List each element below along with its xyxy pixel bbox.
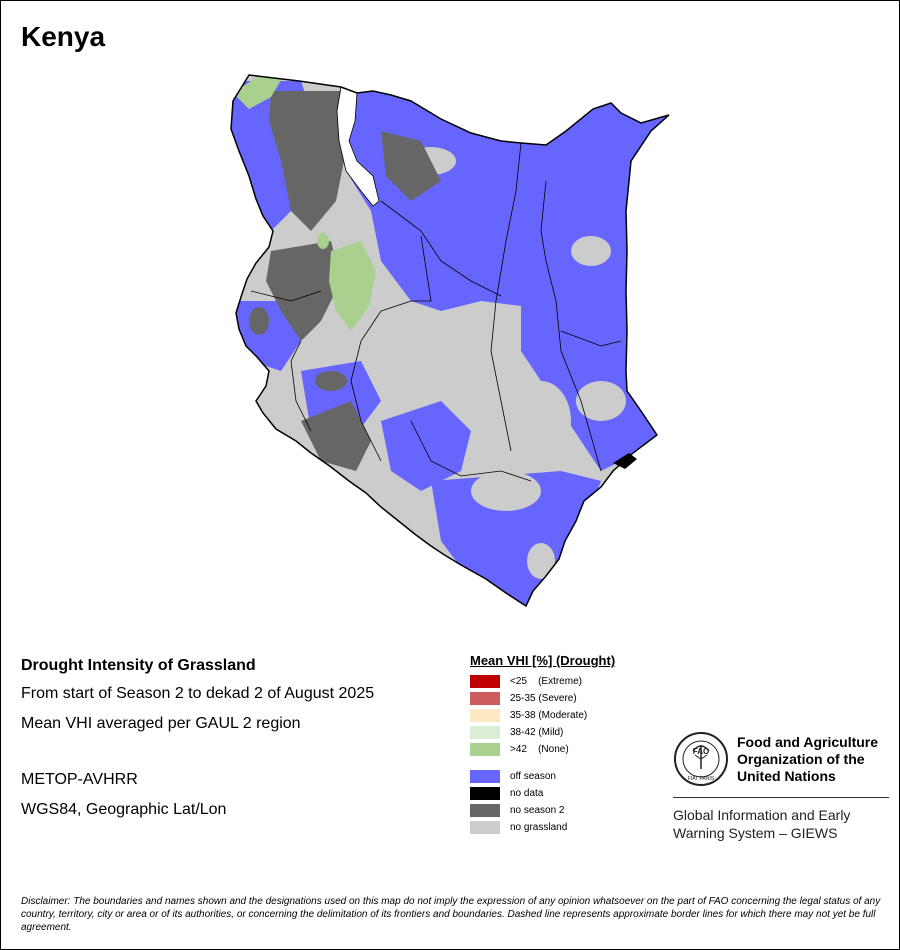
legend-label: no season 2	[510, 805, 565, 816]
disclaimer-text: Disclaimer: The boundaries and names sho…	[21, 896, 881, 933]
legend-swatch	[470, 770, 500, 783]
legend-item-severe: 25-35 (Severe)	[470, 690, 615, 707]
legend-label: no grassland	[510, 822, 568, 833]
legend-label: 35-38 (Moderate)	[510, 710, 588, 721]
fao-emblem-motto: FIAT PANIS	[688, 776, 715, 782]
method-text: Mean VHI averaged per GAUL 2 region	[21, 715, 301, 732]
sensor-text: METOP-AVHRR	[21, 771, 138, 788]
legend-item-none: >42 (None)	[470, 741, 615, 758]
fao-emblem-text: FAO	[693, 747, 709, 756]
admin-boundaries	[250, 142, 622, 482]
map-area	[1, 1, 900, 641]
legend-label: 38-42 (Mild)	[510, 727, 564, 738]
legend-item-moderate: 35-38 (Moderate)	[470, 707, 615, 724]
legend-swatch	[470, 821, 500, 834]
vhi-raster	[231, 75, 669, 606]
giews-name: Global Information and Early Warning Sys…	[673, 807, 851, 841]
legend-swatch	[470, 675, 500, 688]
legend-swatch	[470, 743, 500, 756]
fao-emblem-icon: FAO FIAT PANIS	[674, 732, 728, 786]
legend-swatch	[470, 787, 500, 800]
legend-swatch	[470, 709, 500, 722]
kenya-map	[230, 74, 670, 607]
legend-item-no-season-2: no season 2	[470, 802, 615, 819]
map-legend: Mean VHI [%] (Drought) <25 (Extreme) 25-…	[470, 653, 615, 836]
legend-item-extreme: <25 (Extreme)	[470, 673, 615, 690]
lamu-islands	[613, 453, 637, 469]
legend-label: >42 (None)	[510, 744, 569, 755]
legend-label: <25 (Extreme)	[510, 676, 582, 687]
legend-item-no-grassland: no grassland	[470, 819, 615, 836]
legend-title: Mean VHI [%] (Drought)	[470, 653, 616, 668]
legend-item-off-season: off season	[470, 768, 615, 785]
legend-swatch	[470, 692, 500, 705]
legend-label: off season	[510, 771, 556, 782]
fao-block: FAO FIAT PANIS Food and Agriculture Orga…	[673, 731, 889, 842]
lake-turkana	[336, 86, 380, 207]
legend-label: 25-35 (Severe)	[510, 693, 577, 704]
legend-label: no data	[510, 788, 544, 799]
period-text: From start of Season 2 to dekad 2 of Aug…	[21, 685, 375, 702]
projection-text: WGS84, Geographic Lat/Lon	[21, 801, 227, 818]
map-info: Drought Intensity of Grassland From star…	[21, 657, 374, 831]
legend-item-no-data: no data	[470, 785, 615, 802]
product-title: Drought Intensity of Grassland	[21, 657, 256, 674]
legend-swatch	[470, 804, 500, 817]
fao-divider	[673, 797, 889, 798]
map-title: Kenya	[21, 21, 106, 52]
fao-org-name: Food and Agriculture Organization of the…	[737, 733, 879, 784]
legend-item-mild: 38-42 (Mild)	[470, 724, 615, 741]
legend-swatch	[470, 726, 500, 739]
